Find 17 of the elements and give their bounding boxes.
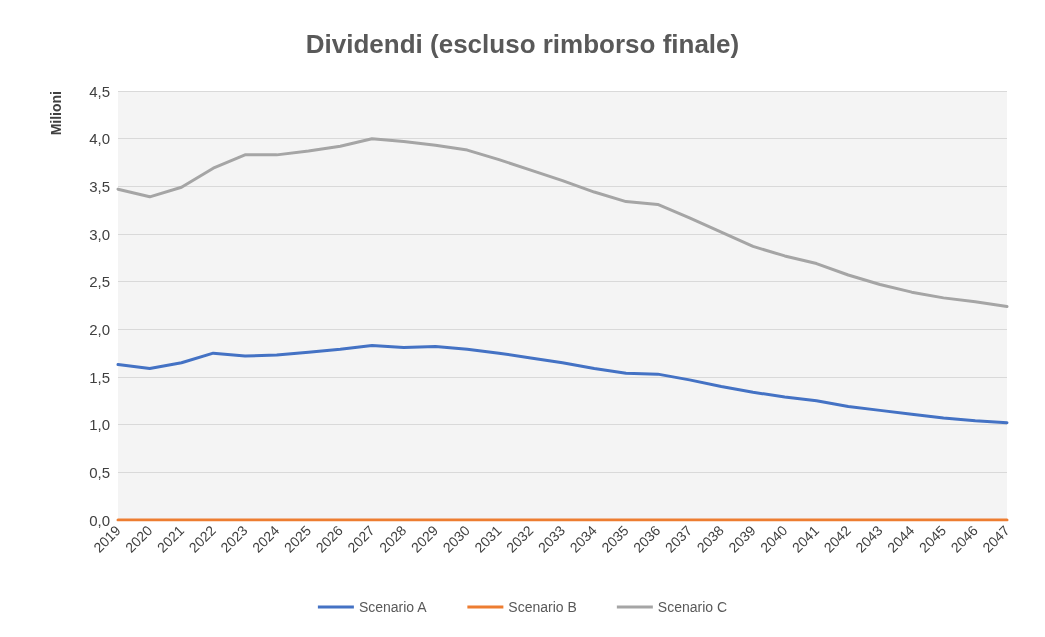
legend-label: Scenario C (657, 599, 728, 615)
y-tick-label: 1,5 (89, 368, 110, 386)
y-tick-label: 3,5 (89, 177, 110, 195)
y-tick-label: 4,5 (89, 82, 110, 100)
legend-label: Scenario B (508, 599, 577, 615)
chart-title: Dividendi (escluso rimborso finale) (305, 29, 740, 59)
line-series (116, 137, 1009, 308)
line-series (116, 344, 1009, 425)
y-axis-title: Milioni (48, 91, 64, 136)
y-tick-label: 3,0 (89, 225, 110, 243)
y-tick-label: 2,0 (89, 320, 110, 338)
y-tick-label: 2,5 (89, 273, 110, 291)
legend-label: Scenario A (358, 599, 428, 615)
y-tick-label: 0,0 (89, 511, 110, 529)
y-tick-label: 0,5 (89, 463, 110, 481)
y-tick-label: 4,0 (89, 130, 110, 148)
y-tick-label: 1,0 (89, 416, 110, 434)
